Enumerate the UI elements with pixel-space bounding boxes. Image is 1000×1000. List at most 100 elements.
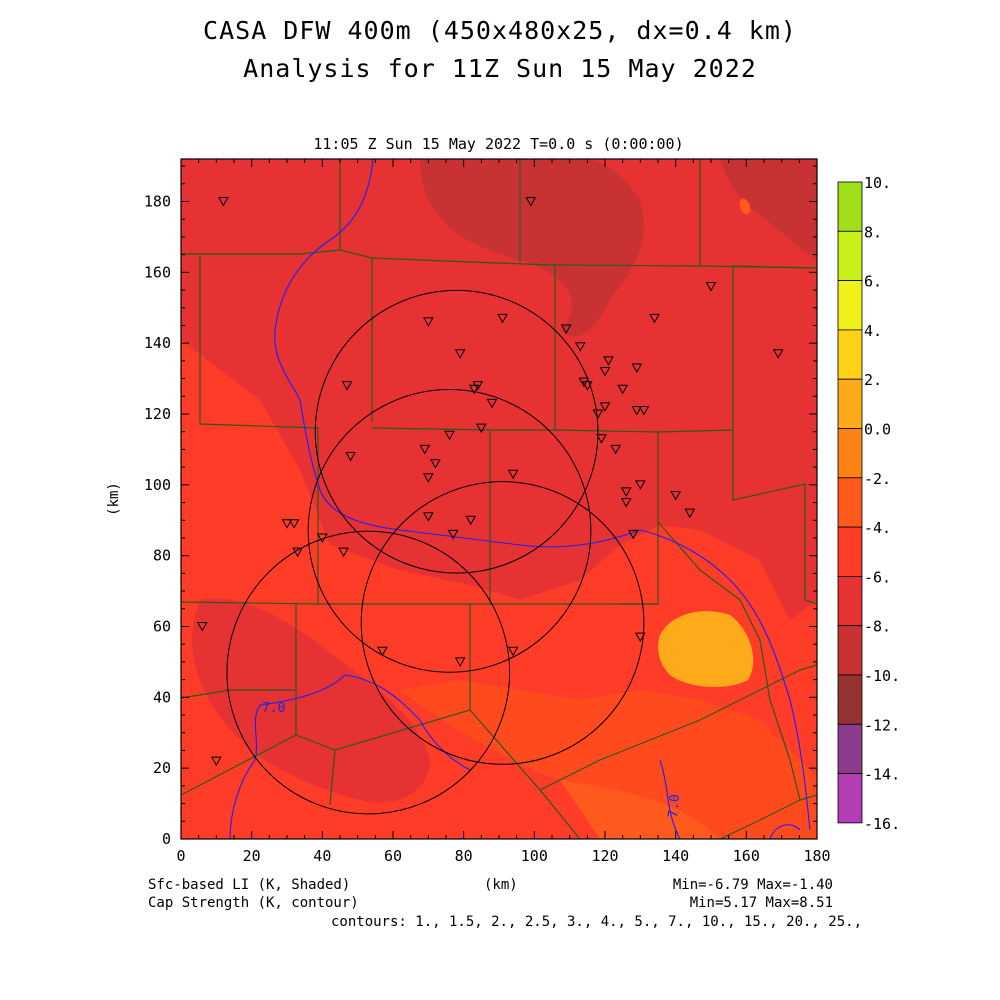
x-tick-label: 20 xyxy=(243,847,261,865)
x-tick-label: 160 xyxy=(733,847,760,865)
station-marker xyxy=(419,444,431,455)
colorbar-label: -16. xyxy=(864,815,900,833)
station-marker xyxy=(475,423,487,434)
li-shaded-field xyxy=(181,159,817,839)
station-marker xyxy=(507,469,519,480)
colorbar-label: 8. xyxy=(864,223,882,241)
colorbar-label: -8. xyxy=(864,618,891,636)
station-marker xyxy=(620,498,632,508)
station-marker xyxy=(620,487,632,497)
station-marker xyxy=(454,349,466,359)
contour-label: 7.0 xyxy=(262,701,285,716)
x-tick-label: 140 xyxy=(662,847,689,865)
station-marker xyxy=(631,363,643,373)
colorbar-swatch xyxy=(837,773,863,824)
station-marker xyxy=(596,434,607,444)
colorbar: 10. 8. 6. 4. 2. 0.0 -2. -4. -6. -8. -10. -12. -14. -1… xyxy=(837,174,900,833)
y-tick-label: 160 xyxy=(144,263,171,281)
y-tick-label: 20 xyxy=(153,759,171,777)
colorbar-label: -4. xyxy=(864,519,891,537)
colorbar-label: -6. xyxy=(864,568,891,586)
colorbar-label: -2. xyxy=(864,470,891,488)
y-tick-label: 0 xyxy=(162,830,171,848)
colorbar-label: 0.0 xyxy=(864,421,891,439)
radar-range-circle xyxy=(226,530,511,815)
colorbar-swatch xyxy=(837,329,863,380)
station-marker xyxy=(634,480,646,490)
station-marker xyxy=(444,430,455,441)
colorbar-label: 4. xyxy=(864,322,882,340)
chart-subtitle: Analysis for 11Z Sun 15 May 2022 xyxy=(243,54,757,83)
colorbar-swatch xyxy=(837,576,863,627)
station-markers xyxy=(196,197,784,767)
county-lines xyxy=(181,159,817,839)
station-marker xyxy=(196,622,208,632)
station-marker xyxy=(447,529,459,540)
station-marker xyxy=(472,381,484,391)
station-marker xyxy=(599,402,611,412)
station-marker xyxy=(631,405,643,416)
station-marker xyxy=(705,282,717,292)
station-marker xyxy=(288,519,300,529)
station-marker xyxy=(345,452,356,462)
contour-field-label: Cap Strength (K, contour) xyxy=(148,895,359,911)
x-tick-label: 0 xyxy=(176,847,185,865)
colorbar-swatch xyxy=(837,674,863,725)
colorbar-label: 10. xyxy=(864,174,891,192)
station-marker xyxy=(525,197,537,207)
station-marker xyxy=(627,529,639,540)
station-marker xyxy=(486,398,498,409)
chart-title: CASA DFW 400m (450x480x25, dx=0.4 km) xyxy=(203,16,797,45)
station-marker xyxy=(465,515,477,526)
colorbar-label: 2. xyxy=(864,371,882,389)
colorbar-swatch xyxy=(837,625,863,676)
colorbar-swatch xyxy=(837,428,863,479)
station-marker xyxy=(281,519,293,529)
station-marker xyxy=(634,632,646,643)
x-tick-label: 100 xyxy=(521,847,548,865)
station-marker xyxy=(422,473,434,483)
station-marker xyxy=(560,324,572,335)
station-marker xyxy=(422,512,434,522)
cap-strength-contours xyxy=(229,159,811,839)
colorbar-swatch xyxy=(837,526,863,577)
station-marker xyxy=(649,313,660,324)
station-marker xyxy=(599,367,611,377)
shaded-range-label: Min=-6.79 Max=-1.40 xyxy=(672,877,833,893)
station-marker xyxy=(610,444,621,455)
y-tick-label: 140 xyxy=(144,334,171,352)
shaded-field-label: Sfc-based LI (K, Shaded) xyxy=(148,877,351,893)
station-marker xyxy=(430,459,441,469)
station-marker xyxy=(638,405,650,416)
radar-range-circle xyxy=(307,389,592,673)
station-marker xyxy=(338,547,349,558)
radar-range-circles xyxy=(226,289,645,815)
colorbar-label: -12. xyxy=(864,716,900,734)
colorbar-swatch xyxy=(837,378,863,429)
station-marker xyxy=(592,409,604,420)
colorbar-swatch xyxy=(837,477,863,528)
x-tick-label: 60 xyxy=(384,847,402,865)
station-marker xyxy=(218,197,229,207)
x-tick-label: 80 xyxy=(455,847,473,865)
x-axis: 0 20 40 60 80 100 120 140 160 180 xyxy=(176,159,831,865)
station-marker xyxy=(316,533,328,543)
station-marker xyxy=(772,349,784,359)
contour-label: 7.0 xyxy=(666,794,683,819)
x-axis-unit-label: (km) xyxy=(484,877,518,893)
station-marker xyxy=(670,490,682,501)
contour-levels-label: contours: 1., 1.5, 2., 2.5, 3., 4., 5., … xyxy=(330,914,862,930)
station-marker xyxy=(574,342,586,352)
station-marker xyxy=(210,756,222,767)
colorbar-label: -14. xyxy=(864,766,900,784)
contour-range-label: Min=5.17 Max=8.51 xyxy=(689,895,833,911)
station-marker xyxy=(581,381,593,391)
colorbar-label: 6. xyxy=(864,273,882,291)
station-marker xyxy=(507,646,519,657)
radar-range-circle xyxy=(314,289,599,574)
colorbar-swatch xyxy=(837,230,863,282)
station-marker xyxy=(422,317,434,327)
station-marker xyxy=(603,356,614,366)
y-axis: 0 20 40 60 80 100 120 140 160 180 xyxy=(144,165,817,848)
